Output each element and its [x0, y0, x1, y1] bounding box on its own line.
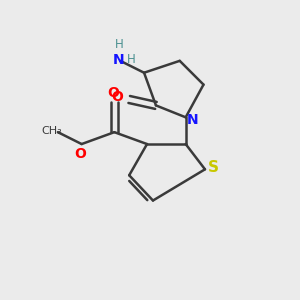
Text: O: O: [111, 90, 123, 104]
Text: H: H: [127, 53, 135, 66]
Text: O: O: [107, 85, 119, 100]
Text: H: H: [114, 38, 123, 51]
Text: CH₃: CH₃: [41, 126, 62, 136]
Text: N: N: [113, 53, 124, 67]
Text: S: S: [208, 160, 218, 175]
Text: N: N: [186, 113, 198, 127]
Text: O: O: [74, 147, 86, 160]
